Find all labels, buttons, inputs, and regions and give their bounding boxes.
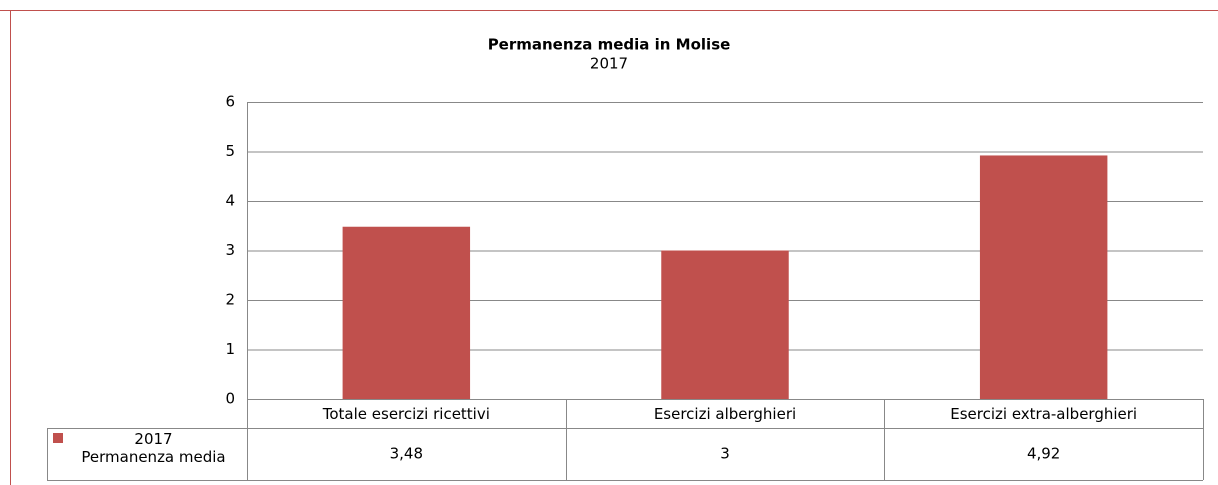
y-tick-label: 0	[225, 390, 235, 408]
bar	[342, 226, 471, 399]
table-value: 3	[720, 445, 730, 463]
legend-entry: 2017 Permanenza media	[81, 430, 226, 466]
legend-swatch	[53, 433, 63, 443]
y-tick-label: 5	[225, 142, 235, 160]
chart-title: Permanenza media in Molise	[488, 36, 731, 54]
bar	[661, 250, 789, 399]
bar	[979, 155, 1108, 399]
y-tick-label: 6	[225, 93, 235, 111]
y-tick-label: 4	[225, 192, 235, 210]
legend-label: 2017 Permanenza media	[81, 430, 226, 466]
chart-subtitle: 2017	[590, 55, 628, 73]
x-tick-label: Totale esercizi ricettivi	[322, 405, 490, 423]
table-value: 3,48	[390, 445, 423, 463]
table-value: 4,92	[1027, 445, 1060, 463]
y-tick-label: 2	[225, 291, 235, 309]
y-tick-label: 1	[225, 340, 235, 358]
x-tick-label: Esercizi alberghieri	[654, 405, 796, 423]
y-tick-label: 3	[225, 241, 235, 259]
x-tick-label: Esercizi extra-alberghieri	[950, 405, 1137, 423]
